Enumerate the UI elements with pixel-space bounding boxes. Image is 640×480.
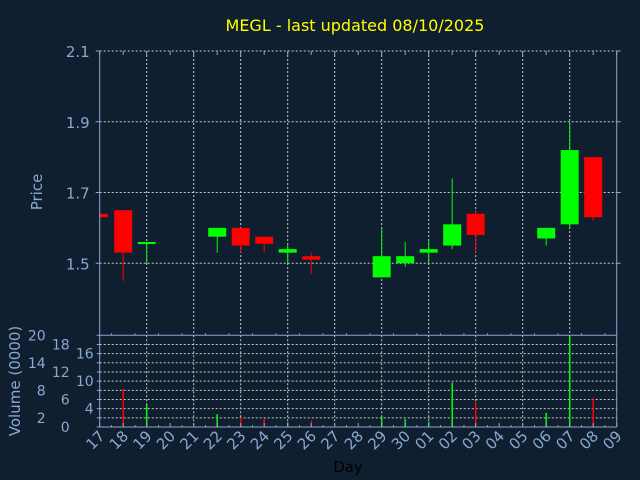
x-tick-label: 05 (505, 427, 531, 453)
x-tick-label: 06 (529, 427, 555, 453)
x-tick-label: 18 (106, 427, 132, 453)
candle-body-down (231, 227, 250, 246)
x-tick-label: 26 (294, 427, 320, 453)
x-tick-label: 24 (247, 427, 273, 453)
x-tick-label: 20 (153, 427, 179, 453)
candle-body-up (208, 227, 227, 237)
candle-body-down (114, 210, 133, 253)
x-tick-label: 04 (482, 427, 508, 453)
candle-body-up (537, 227, 556, 239)
candle-body-up (278, 249, 297, 253)
x-tick-label: 23 (223, 427, 249, 453)
volume-tick-label: 4 (85, 402, 94, 418)
price-tick-label: 1.7 (66, 185, 90, 203)
x-axis-label: Day (333, 458, 363, 476)
volume-tick-label: 8 (37, 383, 46, 399)
price-axis-label: Price (28, 174, 46, 211)
x-tick-label: 30 (388, 427, 414, 453)
x-tick-label: 02 (435, 427, 461, 453)
volume-tick-label: 12 (52, 365, 70, 381)
candle-body-down (466, 213, 485, 235)
volume-tick-label: 18 (52, 337, 70, 353)
x-tick-label: 08 (576, 427, 602, 453)
volume-tick-label: 6 (61, 392, 70, 408)
candle-body-up (396, 256, 415, 264)
candle-body-down (302, 256, 321, 260)
candle-body-down (99, 213, 108, 218)
volume-tick-label: 2 (37, 411, 46, 427)
price-tick-label: 1.5 (66, 255, 90, 273)
x-tick-label: 09 (599, 427, 625, 453)
volume-axis-label: Volume (0000) (6, 326, 24, 436)
x-tick-label: 17 (82, 427, 108, 453)
x-tick-label: 19 (129, 427, 155, 453)
price-tick-label: 1.9 (66, 114, 90, 132)
candle-body-up (419, 249, 438, 253)
price-tick-label: 2.1 (66, 43, 90, 61)
candle-body-down (584, 157, 603, 218)
candle-body-down (255, 236, 274, 244)
x-tick-label: 29 (364, 427, 390, 453)
volume-tick-label: 10 (76, 374, 94, 390)
x-tick-label: 01 (411, 427, 437, 453)
candle-body-up (560, 150, 579, 225)
volume-tick-label: 20 (28, 328, 46, 344)
x-tick-label: 27 (317, 427, 343, 453)
volume-tick-label: 14 (28, 356, 46, 372)
x-tick-label: 28 (341, 427, 367, 453)
volume-tick-label: 0 (61, 420, 70, 436)
chart-title: MEGL - last updated 08/10/2025 (226, 16, 485, 35)
x-tick-label: 07 (552, 427, 578, 453)
x-tick-label: 03 (458, 427, 484, 453)
candle-body-up (372, 256, 391, 278)
candle-body-up (443, 224, 462, 246)
x-tick-label: 25 (270, 427, 296, 453)
candle-body-up (137, 242, 156, 245)
x-tick-label: 21 (176, 427, 202, 453)
x-tick-label: 22 (200, 427, 226, 453)
volume-tick-label: 16 (76, 347, 94, 363)
